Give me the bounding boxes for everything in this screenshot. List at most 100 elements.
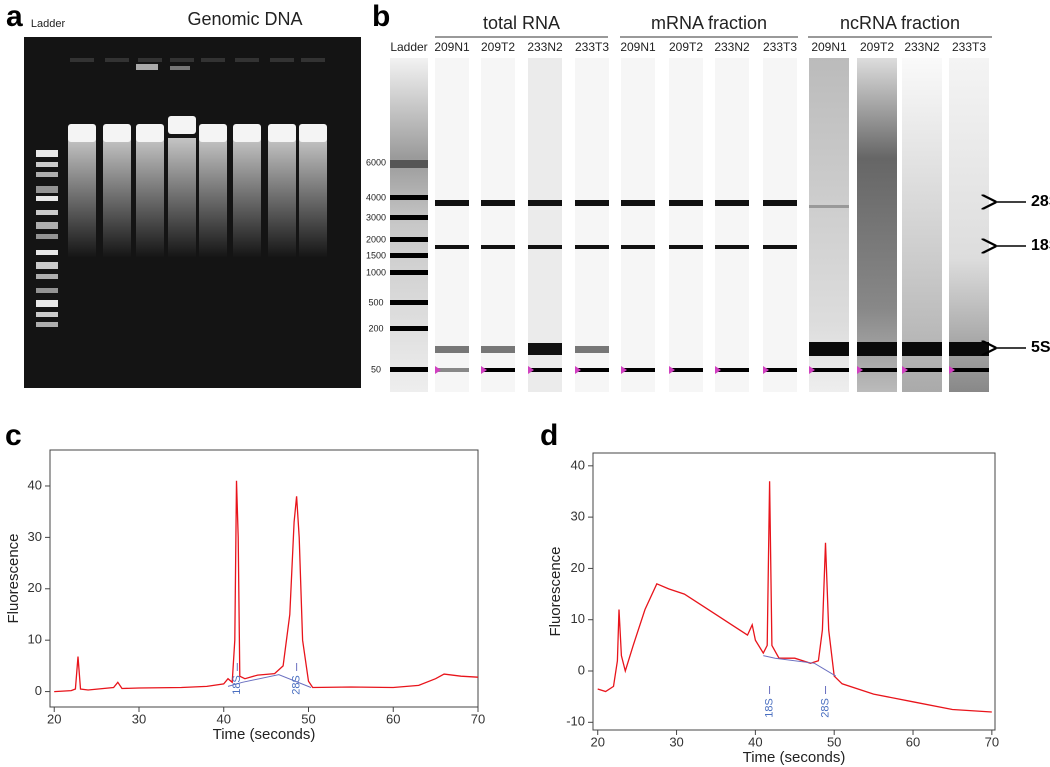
marker-band: [857, 368, 897, 372]
marker-tick: [715, 366, 721, 374]
marker-tick: [857, 366, 863, 374]
x-tick-label: 20: [47, 711, 61, 726]
band-28s: [481, 200, 515, 206]
size-label: 1000: [366, 267, 386, 277]
smear: [233, 138, 261, 258]
band-28s: [669, 200, 703, 206]
band-28s: [528, 200, 562, 206]
band-18s: [575, 245, 609, 249]
well-band: [136, 64, 158, 70]
ladder-band: [390, 253, 428, 258]
marker-tick: [481, 366, 487, 374]
band-28s: [435, 200, 469, 206]
lane-label: 209T2: [481, 40, 515, 54]
marker-tick: [621, 366, 627, 374]
marker-tick: [809, 366, 815, 374]
well: [235, 58, 259, 62]
band-28s: [575, 200, 609, 206]
y-tick-label: 10: [571, 611, 585, 626]
lane-label: 209N1: [811, 40, 847, 54]
ladder-band: [36, 274, 58, 279]
band-28s: [809, 205, 849, 208]
ladder-lane: [390, 58, 428, 392]
well: [105, 58, 129, 62]
panel-letter: b: [372, 0, 390, 33]
lane: [949, 58, 989, 392]
dna-band: [199, 124, 227, 142]
well-band: [170, 66, 190, 70]
lane: [621, 58, 655, 392]
ladder-band: [390, 237, 428, 242]
ladder-band: [390, 160, 428, 168]
dna-band: [299, 124, 327, 142]
well: [301, 58, 325, 62]
gel-panel-a: a Ladder Genomic DNA: [6, 0, 361, 388]
x-tick-label: 50: [827, 734, 841, 749]
x-tick-label: 70: [985, 734, 999, 749]
plot-frame: [49, 449, 479, 708]
dna-band: [268, 124, 296, 142]
x-axis-label: Time (seconds): [743, 749, 846, 766]
x-tick-label: 50: [301, 711, 315, 726]
marker-band: [809, 368, 849, 372]
band-5s: [949, 342, 989, 356]
lane-label: 233N2: [527, 40, 563, 54]
band-28s: [715, 200, 749, 206]
marker-tick: [575, 366, 581, 374]
marker-band: [435, 368, 469, 372]
well: [201, 58, 225, 62]
x-tick-label: 20: [590, 734, 604, 749]
marker-band: [528, 368, 562, 372]
size-label: 500: [368, 297, 383, 307]
band-5s: [481, 346, 515, 353]
band-18s: [763, 245, 797, 249]
ladder-band: [36, 210, 58, 215]
annotation: 18S: [231, 675, 243, 695]
smear: [68, 138, 96, 258]
ladder-label: Ladder: [31, 18, 66, 30]
size-label: 3000: [366, 212, 386, 222]
lane-label: 233T3: [575, 40, 609, 54]
x-tick-label: 60: [906, 734, 920, 749]
y-axis-label: Fluorescence: [547, 546, 564, 636]
y-axis-label: Fluorescence: [5, 533, 22, 623]
ladder-band: [390, 215, 428, 220]
smear: [168, 138, 196, 258]
group-header: total RNA: [483, 13, 560, 33]
smear: [199, 138, 227, 258]
dna-band: [103, 124, 131, 142]
ladder-label: Ladder: [390, 40, 427, 54]
lane: [763, 58, 797, 392]
lane: [857, 58, 897, 392]
size-label: 200: [368, 323, 383, 333]
y-tick-label: 40: [571, 457, 585, 472]
smear: [103, 138, 131, 258]
well: [70, 58, 94, 62]
band-18s: [715, 245, 749, 249]
lane: [481, 58, 515, 392]
band-5s: [528, 343, 562, 355]
panel-letter: c: [5, 419, 22, 452]
y-tick-label: 30: [571, 509, 585, 524]
band-5s: [435, 346, 469, 353]
lane-label: 209N1: [434, 40, 470, 54]
trace: [597, 481, 992, 713]
y-tick-label: 20: [571, 560, 585, 575]
lane: [435, 58, 469, 392]
marker-band: [621, 368, 655, 372]
marker-tick: [902, 366, 908, 374]
lane-label: 209N1: [620, 40, 656, 54]
ladder-band: [36, 162, 58, 167]
y-tick-label: 30: [28, 529, 42, 544]
x-tick-label: 60: [386, 711, 400, 726]
x-axis-label: Time (seconds): [213, 726, 316, 743]
marker-band: [715, 368, 749, 372]
band-5s: [809, 342, 849, 356]
y-tick-label: 0: [35, 683, 42, 698]
smear: [136, 138, 164, 258]
well: [270, 58, 294, 62]
marker-tick: [435, 366, 441, 374]
x-tick-label: 40: [748, 734, 762, 749]
